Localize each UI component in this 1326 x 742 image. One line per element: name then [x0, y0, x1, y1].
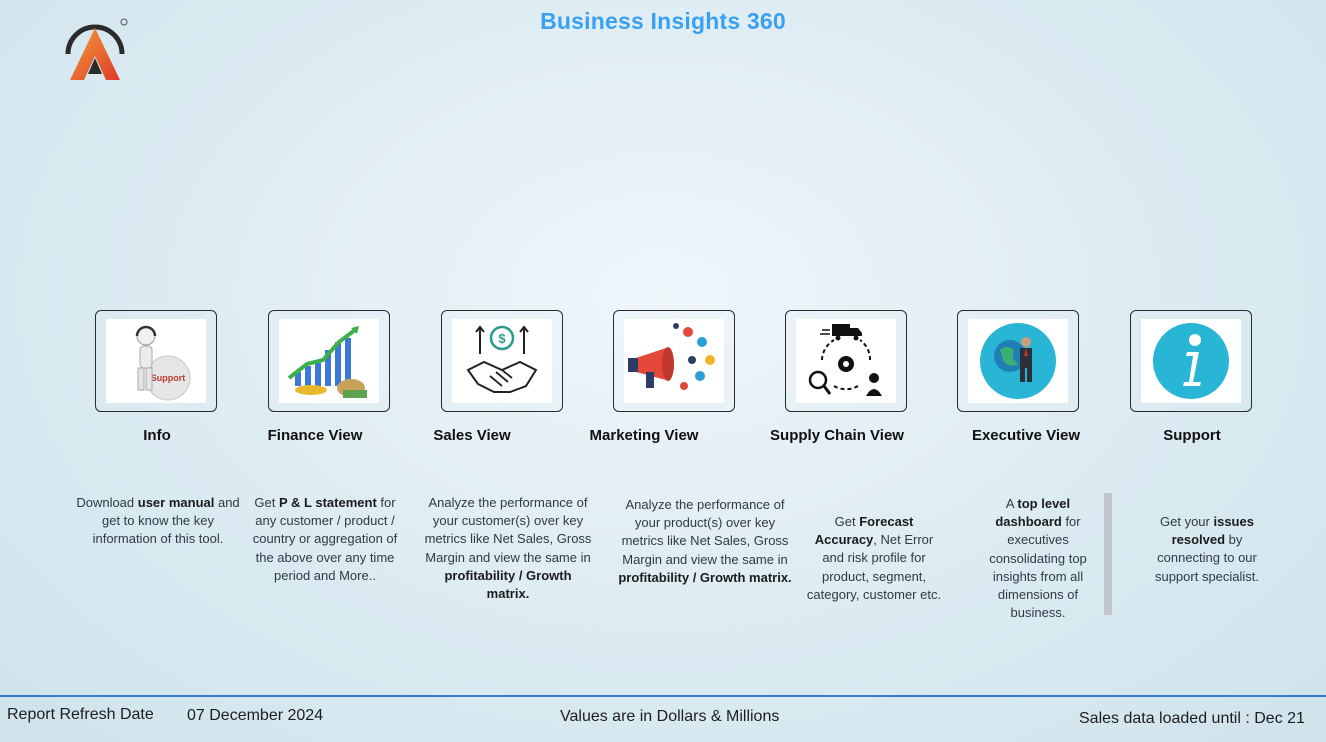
support-person-icon: Support	[135, 325, 191, 401]
card-label-info: Info	[143, 427, 171, 444]
info-icon	[1153, 323, 1229, 399]
megaphone-icon	[628, 323, 715, 390]
svg-text:Support: Support	[151, 373, 186, 383]
support-card-button[interactable]	[1130, 310, 1252, 412]
refresh-date-label: Report Refresh Date	[7, 706, 154, 723]
card-label-supply-chain-view: Supply Chain View	[770, 427, 904, 444]
finance-view-card-button[interactable]	[268, 310, 390, 412]
description-scrollbar[interactable]	[1104, 493, 1112, 615]
svg-text:$: $	[498, 331, 506, 346]
brand-logo	[58, 14, 130, 84]
refresh-date-value: 07 December 2024	[187, 707, 324, 724]
globe-executive-icon	[980, 323, 1056, 399]
finance-growth-icon	[287, 326, 367, 398]
card-label-marketing-view: Marketing View	[589, 427, 699, 444]
sales-view-card-button[interactable]: $	[441, 310, 563, 412]
description-support: Get your issues resolved by connecting t…	[1154, 514, 1260, 584]
card-label-finance-view: Finance View	[267, 427, 363, 444]
description-supply-chain: Get Forecast Accuracy, Net Error and ris…	[806, 514, 942, 602]
card-label-sales-view: Sales View	[433, 427, 511, 444]
description-info: Download user manual and get to know the…	[76, 495, 240, 547]
units-note: Values are in Dollars & Millions	[560, 708, 780, 725]
sales-loaded-note: Sales data loaded until : Dec 21	[1079, 710, 1305, 727]
description-marketing: Analyze the performance of your product(…	[618, 497, 792, 585]
supply-chain-view-card-button[interactable]	[785, 310, 907, 412]
footer-divider	[0, 695, 1326, 697]
handshake-icon: $	[466, 325, 538, 393]
marketing-view-card-button[interactable]	[613, 310, 735, 412]
supply-chain-icon	[808, 324, 882, 396]
card-label-support: Support	[1163, 427, 1221, 444]
info-card-button[interactable]: Support	[95, 310, 217, 412]
description-finance: Get P & L statement for any customer / p…	[252, 495, 398, 583]
executive-view-card-button[interactable]	[957, 310, 1079, 412]
page-title: Business Insights 360	[540, 8, 786, 34]
description-executive: A top level dashboard for executives con…	[989, 496, 1087, 621]
card-label-executive-view: Executive View	[971, 427, 1081, 444]
description-sales: Analyze the performance of your customer…	[424, 495, 592, 602]
